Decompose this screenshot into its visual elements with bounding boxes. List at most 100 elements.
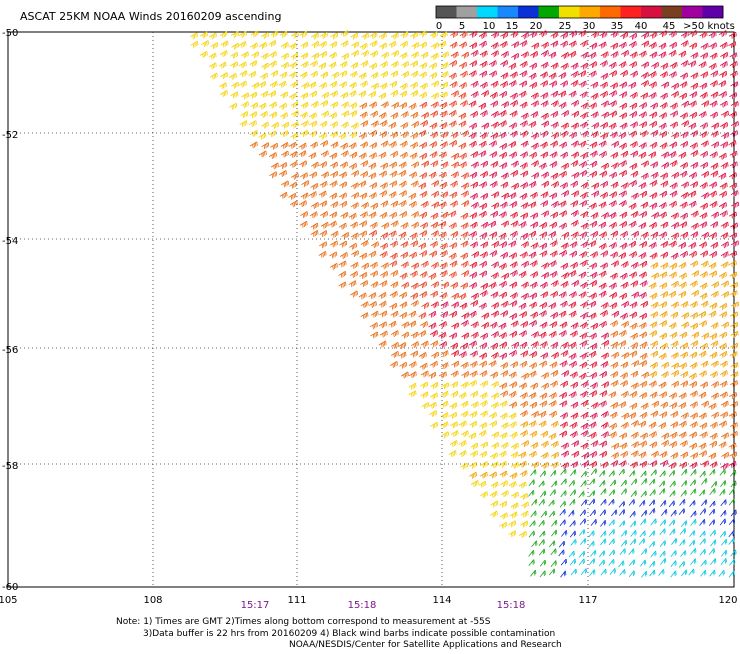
wind-barb <box>389 252 398 260</box>
wind-barb <box>588 202 597 210</box>
wind-barb <box>368 90 377 98</box>
wind-barb <box>718 420 727 428</box>
wind-barb <box>479 81 488 89</box>
wind-barb <box>599 170 608 178</box>
wind-barb <box>699 381 708 389</box>
wind-barb <box>499 512 508 520</box>
wind-barb <box>691 270 700 278</box>
wind-barb <box>600 498 607 506</box>
wind-barb <box>688 122 697 130</box>
wind-barb <box>460 260 469 268</box>
wind-barb <box>278 102 287 110</box>
wind-barb <box>460 361 469 369</box>
wind-barb <box>359 220 368 228</box>
wind-barb <box>630 450 639 458</box>
wind-barb <box>440 211 449 219</box>
wind-barb <box>609 479 617 487</box>
wind-barb <box>480 241 489 249</box>
wind-barb <box>590 440 599 448</box>
wind-barb <box>389 211 397 219</box>
wind-barb <box>390 281 399 289</box>
wind-barb <box>608 529 615 536</box>
wind-barb <box>648 92 657 100</box>
wind-barb <box>540 430 549 438</box>
wind-barb <box>558 200 567 208</box>
wind-barb <box>629 102 638 110</box>
wind-barb <box>719 360 728 368</box>
wind-barb <box>339 142 348 150</box>
wind-barb <box>678 242 687 249</box>
wind-barb <box>280 141 289 149</box>
wind-barb <box>390 350 399 358</box>
wind-barb <box>540 510 547 518</box>
wind-barb <box>638 50 647 58</box>
wind-barb <box>568 360 577 368</box>
wind-barb <box>331 71 339 79</box>
wind-barb <box>680 380 689 388</box>
wind-barb <box>458 41 467 49</box>
wind-barb <box>520 212 529 220</box>
legend-swatch <box>682 6 703 18</box>
wind-barb <box>690 488 697 496</box>
wind-barb <box>600 250 609 258</box>
wind-barb <box>268 152 277 160</box>
wind-barb <box>530 92 539 100</box>
wind-barb <box>419 230 428 238</box>
wind-barb <box>600 132 609 140</box>
wind-barb <box>358 292 367 300</box>
wind-barb <box>238 40 247 48</box>
legend-tick-label: 20 <box>530 21 543 32</box>
wind-barb <box>548 410 557 418</box>
wind-barb <box>659 519 667 527</box>
wind-barb <box>668 30 677 38</box>
wind-barb <box>608 558 615 566</box>
wind-barb <box>629 91 638 99</box>
wind-barb <box>650 518 657 526</box>
wind-barb <box>401 321 410 329</box>
wind-barb <box>548 51 557 59</box>
wind-barb <box>630 261 639 269</box>
wind-barb <box>720 510 727 517</box>
wind-barb <box>590 468 597 475</box>
wind-barb <box>360 171 369 178</box>
wind-barb <box>330 201 339 209</box>
wind-barb <box>600 530 607 538</box>
wind-barb <box>509 201 518 208</box>
wind-barb <box>548 499 555 507</box>
wind-barb <box>520 292 529 300</box>
wind-barb <box>271 122 279 130</box>
wind-barb <box>468 340 477 348</box>
wind-barb <box>660 241 669 248</box>
wind-barb <box>538 520 545 527</box>
wind-barb <box>368 192 377 200</box>
wind-barb <box>460 212 469 220</box>
wind-barb <box>598 270 607 278</box>
wind-barb <box>560 462 569 470</box>
time-label: 15:18 <box>348 600 377 611</box>
legend-swatch <box>579 6 601 18</box>
wind-barb <box>610 260 619 268</box>
wind-barb <box>710 170 719 178</box>
wind-barb <box>491 191 500 199</box>
wind-barb <box>540 112 549 120</box>
wind-barb <box>319 241 328 249</box>
wind-barb <box>479 450 488 458</box>
wind-barb <box>648 431 657 439</box>
wind-barb <box>580 538 587 545</box>
wind-barb <box>629 51 638 59</box>
wind-barb <box>358 72 367 80</box>
wind-barb <box>469 282 477 290</box>
wind-barb <box>571 280 580 287</box>
wind-barb <box>579 332 588 340</box>
wind-barb <box>679 440 688 448</box>
wind-barb <box>530 111 539 119</box>
wind-barb <box>570 122 579 130</box>
wind-barb <box>569 431 578 438</box>
wind-barb <box>289 200 298 208</box>
wind-barb <box>558 72 567 80</box>
wind-barb <box>390 310 399 318</box>
wind-barb <box>388 191 397 199</box>
wind-barb <box>720 538 728 546</box>
wind-barb <box>329 41 338 49</box>
wind-barb <box>219 50 228 58</box>
